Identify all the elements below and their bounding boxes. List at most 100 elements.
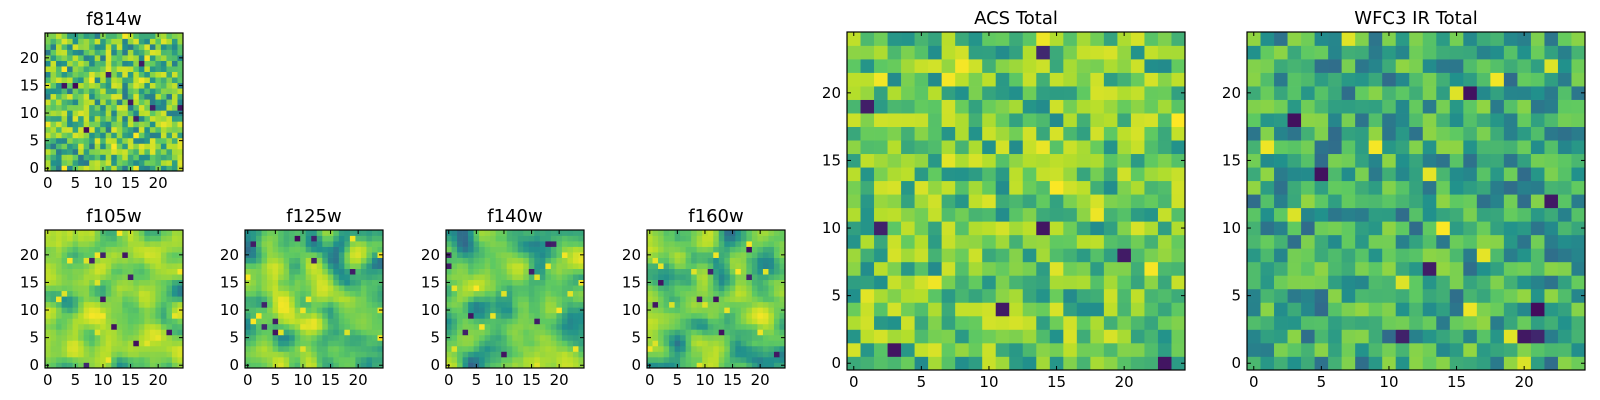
heatmap-cell bbox=[1490, 288, 1505, 303]
heatmap-cell bbox=[116, 115, 123, 122]
heatmap-cell bbox=[177, 274, 184, 281]
heatmap-cell bbox=[982, 356, 997, 371]
heatmap-cell bbox=[78, 55, 84, 61]
heatmap-cell bbox=[680, 329, 686, 336]
heatmap-cell bbox=[462, 334, 469, 341]
heatmap-cell bbox=[122, 44, 129, 50]
heatmap-cell bbox=[1382, 45, 1397, 60]
heatmap-cell bbox=[1368, 356, 1383, 371]
heatmap-cell bbox=[669, 246, 675, 253]
heatmap-cell bbox=[111, 165, 118, 172]
heatmap-cell bbox=[534, 351, 541, 358]
heatmap-cell bbox=[506, 285, 513, 292]
heatmap-cell bbox=[127, 334, 134, 341]
heatmap-cell bbox=[1409, 221, 1424, 236]
heatmap-cell bbox=[1036, 167, 1051, 182]
heatmap-cell bbox=[105, 301, 112, 308]
heatmap-cell bbox=[847, 180, 861, 195]
heatmap-cell bbox=[138, 93, 145, 100]
heatmap-cell bbox=[171, 334, 178, 341]
heatmap-cell bbox=[941, 180, 956, 195]
heatmap-cell bbox=[757, 252, 764, 258]
heatmap-cell bbox=[160, 143, 167, 150]
heatmap-cell bbox=[127, 356, 134, 363]
heatmap-cell bbox=[289, 329, 296, 336]
heatmap-cell bbox=[283, 301, 290, 308]
heatmap-cell bbox=[874, 234, 888, 249]
heatmap-cell bbox=[1076, 329, 1091, 344]
heatmap-cell bbox=[289, 340, 296, 347]
heatmap-cell bbox=[155, 82, 162, 89]
heatmap-cell bbox=[1022, 234, 1037, 249]
heatmap-cell bbox=[83, 307, 90, 314]
heatmap-cell bbox=[663, 356, 670, 363]
heatmap-cell bbox=[1557, 329, 1572, 344]
heatmap-cell bbox=[663, 290, 670, 297]
heatmap-cell bbox=[138, 132, 145, 139]
heatmap-cell bbox=[316, 235, 323, 242]
heatmap-cell bbox=[550, 340, 557, 347]
heatmap-cell bbox=[512, 362, 519, 369]
heatmap-cell bbox=[740, 263, 747, 269]
heatmap-cell bbox=[94, 241, 101, 247]
heatmap-cell bbox=[122, 356, 129, 363]
heatmap-cell bbox=[311, 356, 318, 363]
heatmap-cell bbox=[1328, 342, 1342, 357]
heatmap-cell bbox=[1063, 59, 1078, 73]
heatmap-cell bbox=[177, 241, 184, 247]
heatmap-cell bbox=[1117, 32, 1132, 46]
heatmap-cells bbox=[847, 32, 1186, 371]
heatmap-cell bbox=[149, 93, 156, 100]
heatmap-cell bbox=[138, 351, 145, 358]
heatmap-cell bbox=[1503, 59, 1518, 73]
heatmap-cell bbox=[652, 252, 659, 258]
heatmap-cell bbox=[528, 334, 535, 341]
heatmap-cell bbox=[56, 165, 62, 172]
heatmap-cell bbox=[1368, 329, 1383, 344]
heatmap-cell bbox=[155, 44, 162, 50]
heatmap-cell bbox=[1144, 194, 1159, 209]
heatmap-cell bbox=[94, 115, 101, 122]
heatmap-cell bbox=[1530, 72, 1545, 87]
heatmap-cell bbox=[517, 230, 524, 236]
heatmap-cell bbox=[779, 318, 786, 325]
heatmap-cell bbox=[729, 301, 736, 308]
heatmap-cell bbox=[122, 99, 129, 106]
heatmap-cell bbox=[133, 323, 140, 330]
heatmap-cell bbox=[316, 345, 323, 352]
heatmap-cell bbox=[1368, 126, 1383, 141]
heatmap-cell bbox=[371, 268, 378, 275]
heatmap-cell bbox=[94, 263, 101, 269]
heatmap-cell bbox=[138, 121, 145, 128]
heatmap-cell bbox=[887, 32, 902, 46]
heatmap-cells bbox=[647, 230, 786, 369]
heatmap-cell bbox=[506, 257, 513, 264]
heatmap-cell bbox=[1449, 329, 1464, 344]
heatmap-cell bbox=[495, 290, 502, 297]
heatmap-cell bbox=[572, 290, 579, 297]
heatmap-cell bbox=[50, 345, 57, 352]
heatmap-cell bbox=[457, 235, 463, 242]
heatmap-cell bbox=[1463, 126, 1478, 141]
heatmap-cell bbox=[669, 268, 675, 275]
heatmap-cell bbox=[691, 230, 698, 236]
heatmap-cell bbox=[446, 345, 452, 352]
heatmap-cell bbox=[245, 257, 251, 264]
heatmap-cell bbox=[78, 290, 84, 297]
heatmap-cell bbox=[1368, 275, 1383, 290]
heatmap-cell bbox=[550, 252, 557, 258]
heatmap-cell bbox=[177, 290, 184, 297]
heatmap-cell bbox=[968, 329, 983, 344]
heatmap-cell bbox=[100, 296, 107, 303]
heatmap-cell bbox=[1368, 32, 1383, 46]
heatmap-cell bbox=[111, 307, 118, 314]
heatmap-cell bbox=[468, 246, 474, 253]
heatmap-cell bbox=[523, 301, 530, 308]
heatmap-cell bbox=[1274, 99, 1288, 114]
heatmap-cell bbox=[1449, 194, 1464, 209]
heatmap-cell bbox=[484, 356, 491, 363]
x-tick-label: 20 bbox=[349, 371, 368, 389]
heatmap-cell bbox=[56, 33, 62, 39]
heatmap-cell bbox=[696, 318, 703, 325]
